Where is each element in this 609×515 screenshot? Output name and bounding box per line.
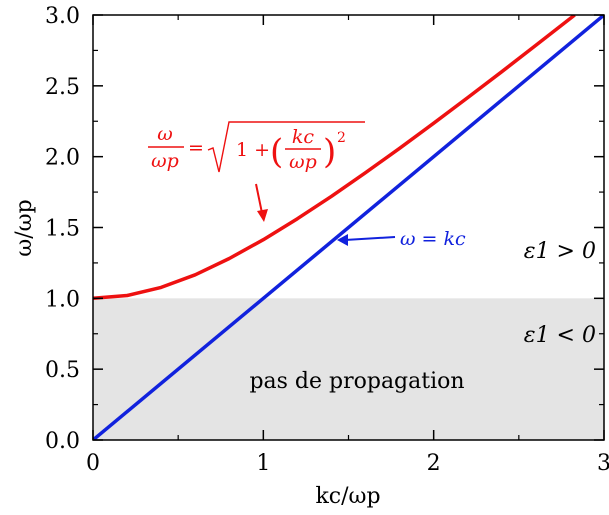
- x-axis-title-text: kc/ωp: [315, 484, 380, 509]
- y-axis-title: ω/ωp: [12, 199, 37, 256]
- formula-one: 1 +: [236, 139, 270, 161]
- no-propagation-label: pas de propagation: [249, 369, 464, 394]
- formula-lhs-den: ωp: [151, 150, 179, 172]
- dispersion-formula: ω ωp = 1 + ( kc ωp ) 2: [148, 121, 365, 173]
- light-line-arrow: [337, 234, 396, 246]
- x-tick-label: 1: [256, 451, 270, 476]
- eps-positive-label: ε1 > 0: [524, 239, 596, 264]
- y-tick-label: 0.5: [45, 358, 80, 383]
- x-tick-label: 2: [427, 451, 441, 476]
- formula-equals: =: [188, 137, 204, 159]
- dispersion-formula-arrow: [255, 183, 268, 222]
- x-tick-label: 3: [597, 451, 609, 476]
- y-tick-label: 1.0: [45, 287, 80, 312]
- formula-paren-right: ): [323, 132, 336, 172]
- formula-paren-left: (: [270, 132, 283, 172]
- y-tick-label: 1.5: [45, 217, 80, 242]
- light-line: [93, 15, 604, 440]
- y-tick-label: 3.0: [45, 4, 80, 29]
- y-tick-label: 2.5: [45, 75, 80, 100]
- y-tick-label: 2.0: [45, 146, 80, 171]
- light-line-formula: ω = kc: [400, 228, 466, 250]
- formula-wp: ωp: [289, 151, 317, 173]
- y-axis-title-text: ω/ωp: [12, 199, 37, 256]
- y-tick-label: 0.0: [45, 429, 80, 454]
- x-axis-title: kc/ωp: [315, 484, 380, 509]
- eps-negative-label: ε1 < 0: [524, 323, 596, 348]
- formula-exponent: 2: [337, 130, 346, 146]
- dispersion-curve: [93, 15, 576, 301]
- formula-kc: kc: [292, 126, 315, 148]
- formula-lhs-num: ω: [157, 123, 173, 145]
- x-tick-label: 0: [86, 451, 100, 476]
